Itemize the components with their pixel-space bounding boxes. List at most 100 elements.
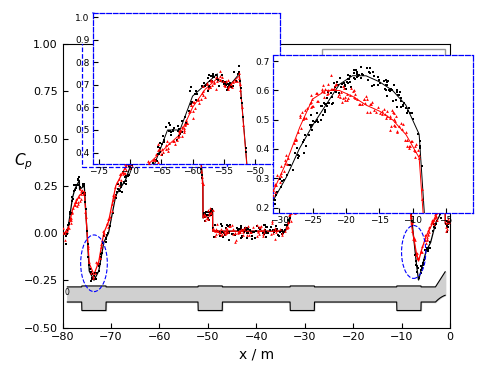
Point [164,96,172,102]
Point [252,223,260,229]
Point [380,112,388,117]
Point [248,236,256,242]
Point [218,223,226,229]
Point [165,141,173,146]
Point [246,219,254,224]
Point [247,230,255,236]
Point [298,178,306,184]
Point [60,225,68,231]
Point [383,129,391,135]
Point [334,82,342,88]
Point [356,64,364,70]
Point [386,116,394,122]
Point [376,80,384,86]
Point [429,219,437,224]
Point [144,158,152,164]
Point [236,85,244,91]
Point [364,109,372,115]
Point [290,203,298,209]
Point [194,113,202,118]
Point [222,87,230,93]
Point [443,223,451,229]
Point [62,231,70,237]
Point [360,106,368,112]
Point [386,127,394,133]
Point [338,116,346,122]
Point [204,209,212,215]
Point [88,271,96,277]
Point [198,180,206,185]
Point [326,137,334,143]
Point [307,124,315,130]
Point [149,134,157,140]
Point [293,192,301,198]
Point [169,100,177,106]
Point [392,129,400,135]
Point [288,200,296,206]
Point [104,291,112,297]
Point [119,171,127,177]
Point [244,223,252,229]
Point [126,166,134,172]
Point [166,128,173,134]
Point [360,100,368,106]
Point [231,230,239,236]
Point [370,129,378,135]
Point [424,273,432,279]
Point [164,96,172,102]
Point [269,192,277,198]
Point [231,231,239,237]
Point [343,79,351,85]
Point [273,241,281,247]
Point [382,79,390,85]
Point [218,231,226,237]
Point [284,219,292,225]
Point [140,177,147,183]
Point [179,95,187,101]
Point [140,136,148,142]
Point [292,202,300,208]
Point [323,125,331,131]
Point [248,230,256,236]
Point [212,233,220,239]
Point [280,160,288,166]
Point [396,89,404,95]
Point [97,257,105,263]
Point [112,192,120,198]
Point [340,117,348,123]
Point [240,122,248,128]
Point [380,78,388,84]
Point [246,216,254,222]
Point [225,223,233,229]
Point [248,220,256,226]
Point [272,239,280,245]
Point [350,121,358,127]
Point [212,227,220,233]
Point [218,232,226,238]
Point [398,150,406,156]
Point [412,263,420,269]
Point [446,254,454,260]
Point [157,106,165,112]
Point [436,204,444,210]
Point [324,142,332,148]
Point [231,78,239,84]
Point [242,163,250,169]
Point [200,210,208,216]
Point [141,145,149,151]
Point [243,165,251,171]
Point [404,105,412,111]
Point [104,216,112,222]
Point [454,250,462,255]
Point [350,75,358,81]
Point [432,210,440,216]
Point [346,113,354,119]
Point [168,103,175,109]
Point [92,270,100,276]
Point [430,294,438,300]
Point [70,202,78,208]
Point [154,100,162,106]
Point [256,218,264,224]
Point [201,94,209,100]
Point [79,191,87,197]
